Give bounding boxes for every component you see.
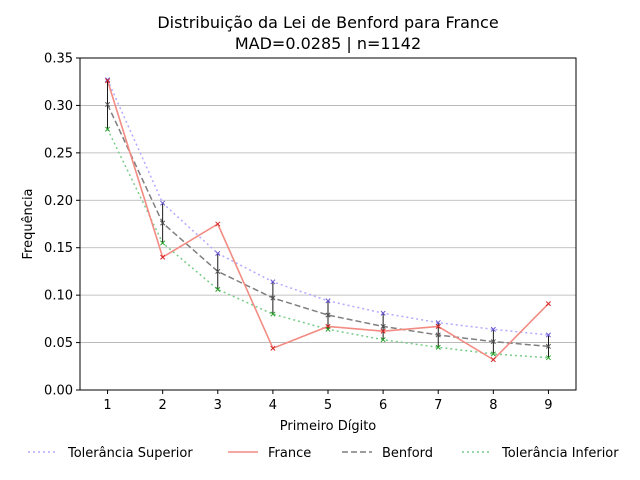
y-tick-label: 0.05 — [44, 336, 73, 351]
x-tick-label: 2 — [159, 398, 167, 413]
point-marker — [105, 101, 111, 108]
x-tick-label: 7 — [434, 398, 442, 413]
point-marker — [105, 126, 111, 132]
legend-label-1: France — [268, 446, 311, 461]
x-tick-label: 4 — [269, 398, 277, 413]
point-marker — [215, 221, 221, 227]
legend-label-2: Benford — [382, 446, 433, 461]
y-tick-label: 0.00 — [44, 384, 73, 399]
x-tick-label: 1 — [103, 398, 111, 413]
point-marker — [270, 311, 276, 317]
point-marker — [435, 323, 441, 329]
point-marker — [270, 295, 276, 301]
point-marker — [380, 328, 386, 334]
point-marker — [380, 337, 386, 343]
point-marker — [160, 220, 166, 226]
point-marker — [435, 332, 441, 338]
point-marker — [545, 332, 551, 338]
point-marker — [545, 343, 551, 349]
point-marker — [490, 339, 496, 345]
point-marker — [435, 344, 441, 350]
y-tick-label: 0.10 — [44, 289, 73, 304]
chart-title-line1: Distribuição da Lei de Benford para Fran… — [157, 13, 498, 32]
y-tick-label: 0.25 — [44, 146, 73, 161]
point-marker — [380, 310, 386, 316]
y-tick-label: 0.15 — [44, 241, 73, 256]
point-marker — [490, 326, 496, 332]
point-marker — [160, 240, 166, 246]
point-marker — [545, 355, 551, 361]
point-marker — [215, 286, 221, 293]
point-marker — [105, 78, 111, 84]
point-marker — [215, 250, 221, 256]
legend-label-3: Tolerância Inferior — [501, 446, 619, 461]
x-tick-label: 5 — [324, 398, 332, 413]
point-marker — [215, 268, 221, 274]
point-marker — [325, 312, 331, 318]
x-tick-label: 3 — [214, 398, 222, 413]
point-marker — [380, 323, 386, 329]
point-marker — [270, 279, 276, 285]
chart-title-line2: MAD=0.0285 | n=1142 — [235, 34, 421, 53]
point-marker — [490, 351, 496, 357]
point-marker — [325, 298, 331, 304]
point-marker — [160, 254, 166, 260]
x-tick-label: 9 — [544, 398, 552, 413]
y-tick-label: 0.35 — [44, 52, 73, 67]
x-axis: 1 2 3 4 5 6 7 8 9 — [103, 390, 553, 413]
markers — [105, 77, 551, 363]
point-marker — [160, 200, 166, 206]
point-marker — [490, 357, 496, 363]
point-marker — [545, 301, 551, 307]
legend: Tolerância Superior France Benford Tolerânc… — [28, 446, 619, 461]
y-axis: 0.00 0.05 0.10 0.15 0.20 0.25 0.30 0.35 — [44, 52, 80, 399]
y-tick-label: 0.30 — [44, 99, 73, 114]
point-marker — [435, 320, 441, 326]
x-axis-label: Primeiro Dígito — [280, 419, 377, 434]
legend-label-0: Tolerância Superior — [67, 446, 193, 461]
y-axis-label: Frequência — [21, 188, 36, 259]
x-tick-label: 8 — [489, 398, 497, 413]
y-tick-label: 0.20 — [44, 194, 73, 209]
point-marker — [325, 326, 331, 332]
point-marker — [105, 77, 111, 83]
point-marker — [270, 345, 276, 351]
x-tick-label: 6 — [379, 398, 387, 413]
series-line-2 — [106, 104, 549, 348]
